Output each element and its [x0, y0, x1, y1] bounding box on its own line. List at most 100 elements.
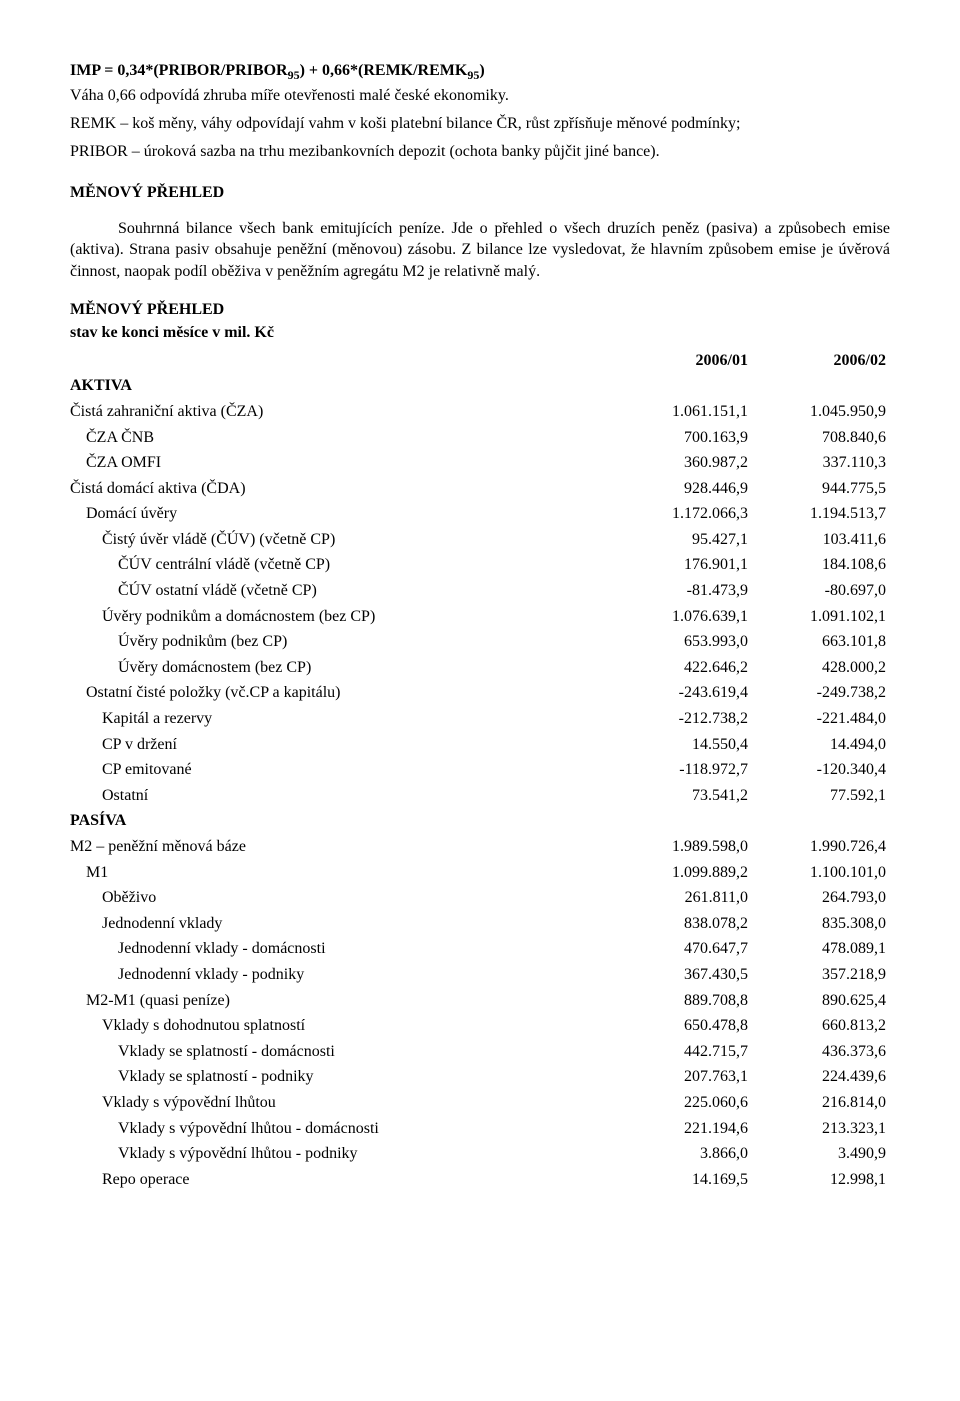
intro-line-2: Váha 0,66 odpovídá zhruba míře otevřenos… [70, 85, 890, 107]
table-title: MĚNOVÝ PŘEHLED [70, 299, 890, 321]
cell-value: 103.411,6 [752, 527, 890, 553]
row-label: ČÚV centrální vládě (včetně CP) [70, 552, 614, 578]
table-row: Vklady se splatností - podniky207.763,12… [70, 1064, 890, 1090]
row-label: ČZA OMFI [70, 450, 614, 476]
table-row: CP v držení14.550,414.494,0 [70, 732, 890, 758]
row-label: Úvěry domácnostem (bez CP) [70, 655, 614, 681]
intro-line-3: REMK – koš měny, váhy odpovídají vahm v … [70, 113, 890, 135]
row-label: Vklady s výpovědní lhůtou - podniky [70, 1141, 614, 1167]
cell-value: 264.793,0 [752, 885, 890, 911]
cell-value: 3.490,9 [752, 1141, 890, 1167]
overview-heading: MĚNOVÝ PŘEHLED [70, 182, 890, 204]
row-label: M2 – peněžní měnová báze [70, 834, 614, 860]
intro-line-4: PRIBOR – úroková sazba na trhu mezibanko… [70, 141, 890, 163]
col-header-0: 2006/01 [614, 348, 752, 374]
cell-value: 838.078,2 [614, 911, 752, 937]
cell-value: 14.494,0 [752, 732, 890, 758]
cell-value: 1.045.950,9 [752, 399, 890, 425]
table-row: CP emitované-118.972,7-120.340,4 [70, 757, 890, 783]
row-label: Úvěry podnikům (bez CP) [70, 629, 614, 655]
monetary-table: 2006/012006/02AKTIVAČistá zahraniční akt… [70, 348, 890, 1193]
cell-value: 216.814,0 [752, 1090, 890, 1116]
cell-value: -212.738,2 [614, 706, 752, 732]
cell-value: 835.308,0 [752, 911, 890, 937]
row-label: Úvěry podnikům a domácnostem (bez CP) [70, 604, 614, 630]
table-row: Čistá zahraniční aktiva (ČZA)1.061.151,1… [70, 399, 890, 425]
cell-value: 14.550,4 [614, 732, 752, 758]
table-row: Vklady s dohodnutou splatností650.478,86… [70, 1013, 890, 1039]
cell-value: -243.619,4 [614, 680, 752, 706]
overview-paragraph: Souhrnná bilance všech bank emitujících … [70, 218, 890, 283]
row-label: Čistý úvěr vládě (ČÚV) (včetně CP) [70, 527, 614, 553]
row-empty [752, 808, 890, 834]
table-row: Úvěry domácnostem (bez CP)422.646,2428.0… [70, 655, 890, 681]
cell-value: 478.089,1 [752, 936, 890, 962]
cell-value: 360.987,2 [614, 450, 752, 476]
cell-value: 436.373,6 [752, 1039, 890, 1065]
row-label: Vklady se splatností - domácnosti [70, 1039, 614, 1065]
row-label: ČZA ČNB [70, 425, 614, 451]
table-row: Oběživo261.811,0264.793,0 [70, 885, 890, 911]
table-row: Jednodenní vklady - domácnosti470.647,74… [70, 936, 890, 962]
table-row: Ostatní73.541,277.592,1 [70, 783, 890, 809]
row-label: Čistá domácí aktiva (ČDA) [70, 476, 614, 502]
cell-value: 357.218,9 [752, 962, 890, 988]
cell-value: 261.811,0 [614, 885, 752, 911]
header-empty [70, 348, 614, 374]
row-label: Repo operace [70, 1167, 614, 1193]
table-row: Domácí úvěry1.172.066,31.194.513,7 [70, 501, 890, 527]
cell-value: 442.715,7 [614, 1039, 752, 1065]
cell-value: -249.738,2 [752, 680, 890, 706]
cell-value: -80.697,0 [752, 578, 890, 604]
row-label: Ostatní čisté položky (vč.CP a kapitálu) [70, 680, 614, 706]
row-label: PASÍVA [70, 808, 614, 834]
cell-value: 660.813,2 [752, 1013, 890, 1039]
table-header-row: 2006/012006/02 [70, 348, 890, 374]
cell-value: 1.100.101,0 [752, 860, 890, 886]
cell-value: 337.110,3 [752, 450, 890, 476]
row-label: Vklady s výpovědní lhůtou - domácnosti [70, 1116, 614, 1142]
cell-value: 663.101,8 [752, 629, 890, 655]
cell-value: 1.076.639,1 [614, 604, 752, 630]
table-row: M11.099.889,21.100.101,0 [70, 860, 890, 886]
table-row: ČZA ČNB700.163,9708.840,6 [70, 425, 890, 451]
cell-value: 650.478,8 [614, 1013, 752, 1039]
table-row: Úvěry podnikům (bez CP)653.993,0663.101,… [70, 629, 890, 655]
table-subtitle: stav ke konci měsíce v mil. Kč [70, 322, 890, 344]
cell-value: -120.340,4 [752, 757, 890, 783]
cell-value: 14.169,5 [614, 1167, 752, 1193]
table-row: Jednodenní vklady - podniky367.430,5357.… [70, 962, 890, 988]
cell-value: 224.439,6 [752, 1064, 890, 1090]
cell-value: 1.091.102,1 [752, 604, 890, 630]
table-row: AKTIVA [70, 373, 890, 399]
cell-value: 1.099.889,2 [614, 860, 752, 886]
cell-value: 708.840,6 [752, 425, 890, 451]
cell-value: 213.323,1 [752, 1116, 890, 1142]
table-row: ČÚV centrální vládě (včetně CP)176.901,1… [70, 552, 890, 578]
cell-value: 700.163,9 [614, 425, 752, 451]
cell-value: 3.866,0 [614, 1141, 752, 1167]
table-row: PASÍVA [70, 808, 890, 834]
cell-value: 184.108,6 [752, 552, 890, 578]
row-label: AKTIVA [70, 373, 614, 399]
table-row: Vklady s výpovědní lhůtou225.060,6216.81… [70, 1090, 890, 1116]
row-label: Vklady s dohodnutou splatností [70, 1013, 614, 1039]
formula-line: IMP = 0,34*(PRIBOR/PRIBOR95) + 0,66*(REM… [70, 60, 890, 83]
table-row: ČÚV ostatní vládě (včetně CP)-81.473,9-8… [70, 578, 890, 604]
table-row: Čistý úvěr vládě (ČÚV) (včetně CP)95.427… [70, 527, 890, 553]
cell-value: 12.998,1 [752, 1167, 890, 1193]
row-label: CP emitované [70, 757, 614, 783]
cell-value: 1.990.726,4 [752, 834, 890, 860]
cell-value: 207.763,1 [614, 1064, 752, 1090]
cell-value: 77.592,1 [752, 783, 890, 809]
table-row: Čistá domácí aktiva (ČDA)928.446,9944.77… [70, 476, 890, 502]
table-row: Repo operace14.169,512.998,1 [70, 1167, 890, 1193]
table-row: Vklady se splatností - domácnosti442.715… [70, 1039, 890, 1065]
cell-value: 890.625,4 [752, 988, 890, 1014]
row-label: Kapitál a rezervy [70, 706, 614, 732]
col-header-1: 2006/02 [752, 348, 890, 374]
cell-value: 1.194.513,7 [752, 501, 890, 527]
row-label: Jednodenní vklady - podniky [70, 962, 614, 988]
table-row: Vklady s výpovědní lhůtou - podniky3.866… [70, 1141, 890, 1167]
cell-value: 95.427,1 [614, 527, 752, 553]
